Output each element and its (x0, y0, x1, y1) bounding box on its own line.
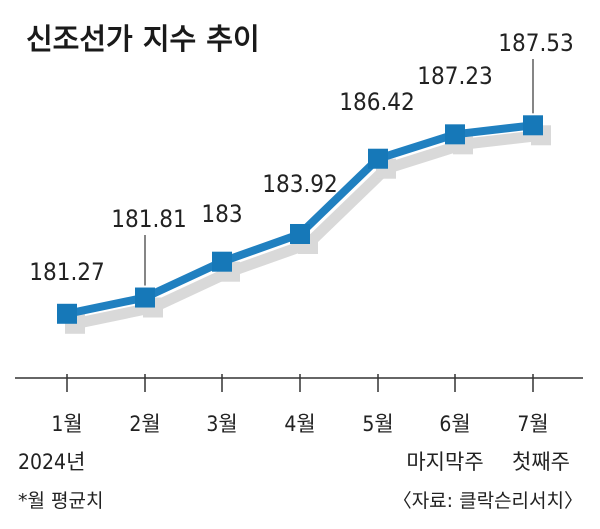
data-marker-1 (57, 303, 77, 324)
data-marker-7 (523, 115, 543, 136)
data-marker-6 (445, 124, 465, 145)
month-label-6: 6월 (439, 412, 470, 436)
marker-layer (57, 115, 543, 324)
data-marker-5 (368, 148, 388, 169)
year-label: 2024년 (18, 450, 85, 474)
x-axis-labels: 1월 2월 3월 4월 5월 6월 7월 (51, 412, 548, 436)
value-label-3: 183 (201, 200, 242, 228)
value-label-7: 187.53 (498, 29, 574, 57)
source-note: 〈자료: 클락슨리서치〉 (393, 490, 583, 512)
value-label-6: 187.23 (417, 62, 493, 90)
data-marker-3 (212, 251, 232, 272)
value-label-2: 181.81 (111, 205, 187, 233)
value-label-5: 186.42 (339, 88, 415, 116)
value-label-4: 183.92 (262, 170, 338, 198)
month-label-4: 4월 (284, 412, 315, 436)
month-label-5: 5월 (362, 412, 393, 436)
x-axis-ticks (66, 374, 534, 392)
data-marker-2 (135, 287, 155, 308)
data-marker-4 (290, 223, 310, 244)
leader-lines (144, 59, 534, 286)
value-label-1: 181.27 (29, 258, 105, 286)
month-label-1: 1월 (51, 412, 82, 436)
footnote: *월 평균치 (18, 490, 103, 512)
sub-label-june: 마지막주 (406, 450, 483, 474)
month-label-2: 2월 (129, 412, 160, 436)
chart-title: 신조선가 지수 추이 (26, 22, 260, 56)
sub-label-july: 첫째주 (512, 450, 570, 474)
month-label-3: 3월 (206, 412, 237, 436)
month-label-7: 7월 (517, 412, 548, 436)
